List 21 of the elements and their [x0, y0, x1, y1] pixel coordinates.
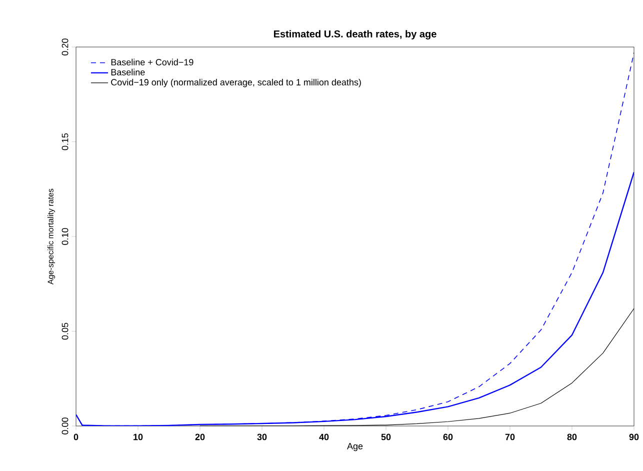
y-tick-label: 0.20 [62, 38, 68, 56]
x-tick-label: 70 [505, 434, 515, 440]
y-axis-title: Age-specific mortality rates [48, 188, 55, 284]
legend-label: Baseline [111, 68, 145, 76]
y-tick-label: 0.10 [62, 228, 68, 245]
x-tick-label: 10 [134, 434, 143, 440]
x-axis-title: Age [347, 443, 363, 452]
x-tick-label: 50 [381, 434, 391, 440]
legend-label: Baseline + Covid−19 [111, 58, 194, 66]
x-tick-label: 30 [257, 434, 267, 440]
y-tick-label: 0.15 [62, 133, 68, 150]
x-tick-label: 90 [629, 434, 639, 440]
y-tick-label: 0.00 [62, 418, 68, 434]
x-tick-label: 60 [443, 434, 453, 440]
y-tick-label: 0.05 [62, 322, 68, 340]
x-tick-label: 80 [567, 434, 577, 440]
chart-title: Estimated U.S. death rates, by age [274, 30, 436, 40]
x-tick-label: 0 [74, 434, 78, 440]
x-tick-label: 20 [195, 434, 205, 440]
legend-label: Covid−19 only (normalized average, scaled to 1 million deaths) [111, 78, 361, 88]
x-tick-label: 40 [319, 434, 329, 440]
